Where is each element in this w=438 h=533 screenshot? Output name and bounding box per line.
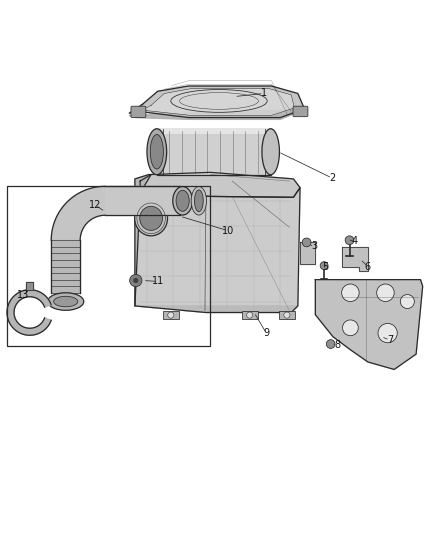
Text: 6: 6 bbox=[365, 262, 371, 271]
Text: 2: 2 bbox=[329, 173, 335, 183]
Polygon shape bbox=[129, 108, 304, 118]
Text: 11: 11 bbox=[152, 277, 164, 286]
Ellipse shape bbox=[191, 187, 207, 215]
Polygon shape bbox=[135, 174, 151, 306]
Circle shape bbox=[284, 312, 290, 318]
Ellipse shape bbox=[150, 134, 163, 169]
Circle shape bbox=[377, 284, 394, 302]
Ellipse shape bbox=[140, 206, 162, 230]
Circle shape bbox=[133, 278, 138, 283]
Circle shape bbox=[400, 295, 414, 309]
Ellipse shape bbox=[48, 293, 84, 310]
Polygon shape bbox=[342, 247, 368, 271]
Polygon shape bbox=[129, 110, 304, 119]
Circle shape bbox=[326, 340, 335, 349]
Polygon shape bbox=[315, 280, 423, 369]
Text: 3: 3 bbox=[311, 241, 318, 252]
Circle shape bbox=[342, 284, 359, 302]
Polygon shape bbox=[300, 243, 315, 264]
Polygon shape bbox=[51, 187, 105, 240]
Circle shape bbox=[345, 236, 354, 245]
Bar bbox=[163, 311, 179, 319]
Circle shape bbox=[343, 320, 358, 336]
Polygon shape bbox=[135, 188, 300, 312]
Text: 8: 8 bbox=[334, 341, 340, 350]
Circle shape bbox=[378, 324, 397, 343]
Text: 12: 12 bbox=[89, 200, 102, 210]
Polygon shape bbox=[129, 86, 304, 118]
Ellipse shape bbox=[194, 190, 203, 212]
Ellipse shape bbox=[176, 190, 189, 211]
Ellipse shape bbox=[134, 201, 167, 236]
Bar bbox=[242, 311, 258, 319]
Bar bbox=[279, 311, 295, 319]
Text: 10: 10 bbox=[222, 225, 234, 236]
Ellipse shape bbox=[147, 129, 166, 175]
Bar bbox=[7, 187, 210, 346]
FancyBboxPatch shape bbox=[131, 106, 146, 118]
Ellipse shape bbox=[171, 90, 267, 112]
Polygon shape bbox=[140, 172, 300, 197]
Ellipse shape bbox=[173, 187, 192, 215]
Text: 13: 13 bbox=[17, 290, 29, 301]
Text: 9: 9 bbox=[263, 328, 269, 338]
Polygon shape bbox=[135, 306, 298, 312]
Text: 7: 7 bbox=[387, 335, 393, 345]
Bar bbox=[157, 129, 271, 175]
Text: 4: 4 bbox=[352, 236, 358, 246]
Text: 1: 1 bbox=[261, 88, 267, 99]
Polygon shape bbox=[26, 282, 33, 290]
Circle shape bbox=[302, 238, 311, 247]
Ellipse shape bbox=[262, 129, 279, 175]
Circle shape bbox=[168, 312, 174, 318]
Circle shape bbox=[130, 274, 142, 287]
Circle shape bbox=[320, 262, 328, 270]
FancyBboxPatch shape bbox=[293, 106, 308, 117]
Text: 5: 5 bbox=[322, 262, 328, 272]
Bar bbox=[157, 129, 271, 134]
Polygon shape bbox=[7, 290, 51, 335]
Polygon shape bbox=[138, 88, 294, 115]
Circle shape bbox=[247, 312, 253, 318]
Ellipse shape bbox=[53, 296, 78, 307]
